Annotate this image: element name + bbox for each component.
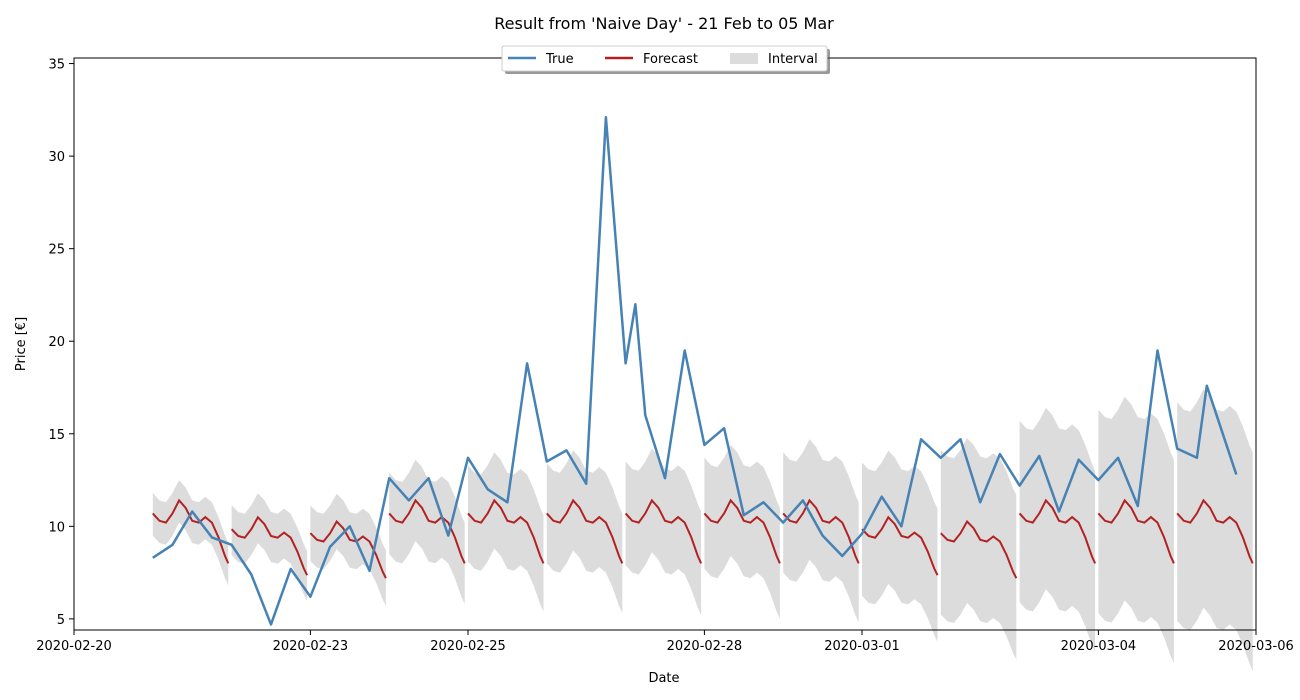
plot-area [152,115,1254,671]
interval-band-day-5 [468,452,544,612]
x-tick-label-2: 2020-02-25 [430,639,506,654]
forecast-line-day-10 [861,515,939,576]
x-tick-label-0: 2020-02-20 [36,639,112,654]
x-axis-label: Date [648,671,679,686]
forecast-line-day-5 [467,498,545,564]
y-tick-label-3: 20 [48,335,65,350]
true-series-line [152,115,1238,626]
forecast-line-day-7 [624,498,703,564]
interval-band-day-6 [546,450,623,614]
interval-band-day-4 [389,459,465,605]
legend-box [501,45,828,72]
forecast-line-day-13 [1097,498,1175,564]
x-tick-label-6: 2020-03-06 [1218,639,1294,654]
interval-band-day-7 [625,448,702,616]
forecast-line-day-14 [1176,498,1254,564]
interval-band-day-8 [704,444,780,619]
y-tick-label-5: 30 [48,150,65,165]
forecast-line-day-4 [388,498,466,564]
x-tick-label-4: 2020-03-01 [824,639,900,654]
interval-band-day-13 [1098,396,1174,664]
forecast-line-day-2 [230,515,308,576]
legend-true-label: True [545,52,574,67]
y-tick-label-2: 15 [48,428,65,443]
legend: True Forecast Interval [501,45,830,74]
y-tick-label-0: 5 [57,613,65,628]
interval-band-day-11 [940,438,1017,660]
forecast-line-day-1 [152,498,230,564]
legend-forecast-label: Forecast [643,52,698,67]
forecast-line-day-3 [309,519,387,579]
interval-band-day-3 [310,493,386,606]
y-tick-label-4: 25 [48,243,65,258]
x-tick-label-5: 2020-03-04 [1061,639,1137,654]
interval-band-day-2 [231,493,308,602]
forecast-line-day-11 [940,519,1018,579]
forecast-line-day-9 [782,498,860,564]
forecast-line-day-12 [1018,498,1097,564]
y-tick-label-6: 35 [48,58,65,73]
y-axis-label: Price [€] [14,317,29,371]
y-axis: 5 10 15 20 25 30 35 [48,58,74,628]
x-axis: 2020-02-20 2020-02-23 2020-02-25 2020-02-28… [36,630,1294,654]
forecast-line-day-6 [546,498,624,564]
x-tick-label-1: 2020-02-23 [273,639,349,654]
legend-interval-label: Interval [768,52,818,67]
interval-band-day-14 [1177,389,1253,671]
forecast-line-day-8 [703,498,781,564]
interval-band-day-1 [152,480,229,586]
y-tick-label-1: 10 [48,520,65,535]
interval-band-day-12 [1019,407,1096,653]
x-tick-label-3: 2020-02-28 [667,639,743,654]
chart-title: Result from 'Naive Day' - 21 Feb to 05 M… [494,14,834,33]
legend-interval-swatch [730,53,758,64]
